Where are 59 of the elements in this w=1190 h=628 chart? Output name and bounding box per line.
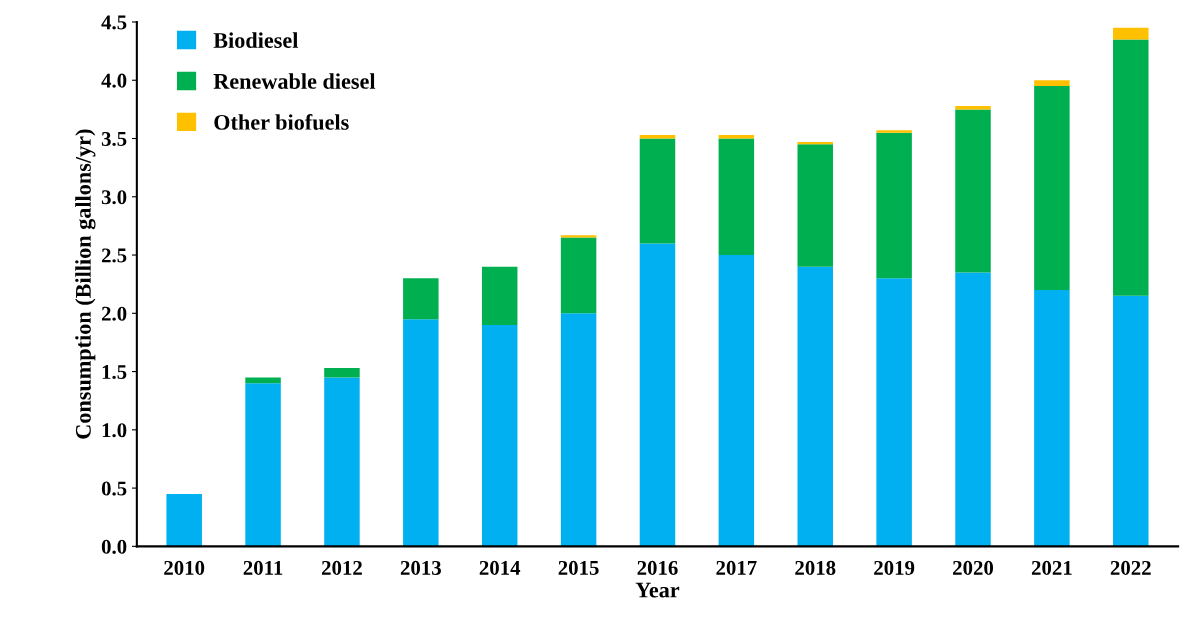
- bar: [797, 266, 833, 547]
- x-tick-label: 2022: [1110, 560, 1151, 575]
- x-tick-label: 2017: [716, 560, 757, 575]
- y-tick-label: 3.5: [101, 131, 127, 147]
- bar: [1034, 86, 1070, 290]
- bar: [876, 130, 912, 133]
- bar: [560, 313, 597, 547]
- x-tick-label: 2010: [164, 560, 205, 575]
- y-tick-label: 1.5: [102, 365, 127, 380]
- bar: [718, 255, 755, 547]
- y-tick-label: 4.0: [101, 73, 127, 88]
- bar: [797, 144, 833, 267]
- x-tick-label: 2014: [479, 560, 521, 575]
- bar: [718, 138, 755, 256]
- bar: [639, 243, 676, 547]
- y-tick-label: 0.0: [101, 539, 127, 554]
- legend-label: Biodiesel: [213, 32, 299, 48]
- bar: [1034, 80, 1070, 87]
- y-tick-label: 1.0: [102, 423, 127, 438]
- legend-label: Other biofuels: [214, 113, 349, 130]
- bar: [955, 272, 991, 547]
- x-tick-label: 2016: [637, 560, 678, 575]
- x-tick-label: 2013: [400, 560, 441, 575]
- legend-label: Renewable diesel: [213, 73, 376, 89]
- bar: [245, 383, 281, 547]
- bar: [718, 135, 755, 139]
- x-tick-label: 2019: [874, 560, 915, 575]
- bar: [876, 278, 912, 547]
- bar: [403, 278, 439, 320]
- bar: [1113, 295, 1149, 547]
- y-tick-label: 2.5: [101, 248, 127, 263]
- bar: [403, 319, 439, 547]
- x-tick-label: 2011: [243, 560, 283, 575]
- x-tick-label: 2018: [795, 560, 836, 575]
- bar: [639, 135, 676, 139]
- y-tick-label: 3.0: [101, 190, 127, 205]
- bar: [1034, 290, 1070, 547]
- y-axis-title: Consumption (Billion gallons/yr): [75, 129, 96, 439]
- bar: [876, 132, 912, 279]
- x-tick-label: 2021: [1031, 560, 1072, 575]
- y-tick-label: 2.0: [101, 306, 127, 321]
- bar: [1113, 39, 1149, 296]
- x-tick-label: 2015: [558, 560, 599, 575]
- bar: [324, 377, 360, 547]
- bar: [245, 377, 281, 384]
- bar: [324, 368, 360, 378]
- bar: [955, 109, 991, 273]
- bar: [481, 266, 518, 325]
- x-axis-title: Year: [635, 582, 680, 598]
- bar: [560, 235, 597, 238]
- bar: [560, 237, 597, 314]
- y-tick-label: 4.5: [101, 15, 127, 30]
- bar: [166, 493, 202, 547]
- x-tick-label: 2012: [321, 560, 362, 575]
- bar: [639, 138, 676, 244]
- y-tick-label: 0.5: [101, 481, 127, 496]
- bar: [481, 324, 518, 547]
- bar: [1113, 27, 1149, 40]
- x-tick-label: 2020: [953, 560, 994, 575]
